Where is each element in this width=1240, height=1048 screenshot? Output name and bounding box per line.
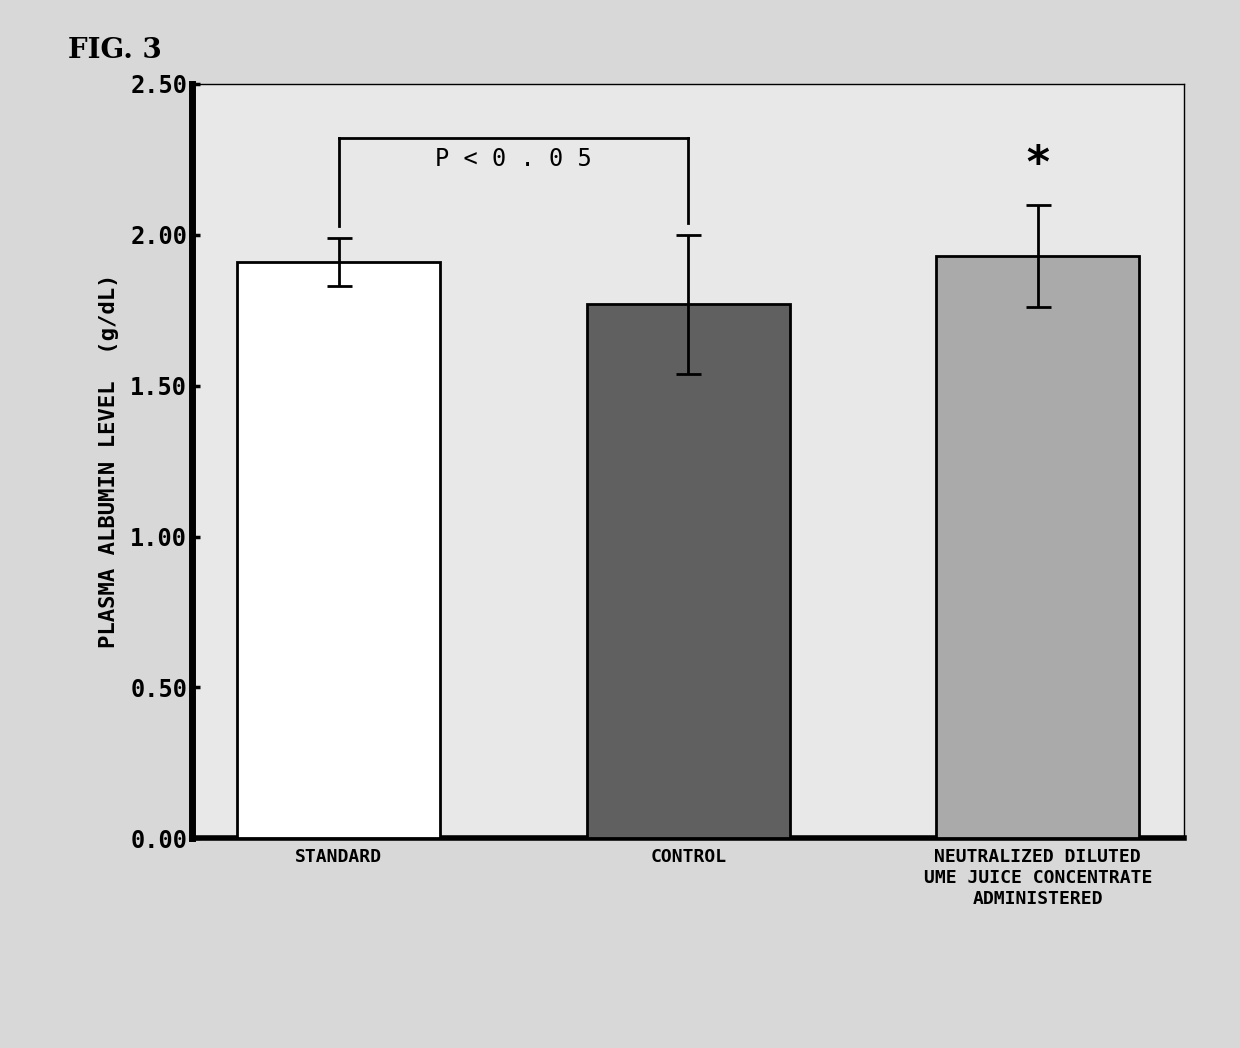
Bar xyxy=(237,262,440,838)
Bar xyxy=(587,304,790,838)
Text: P < 0 . 0 5: P < 0 . 0 5 xyxy=(435,147,591,171)
Text: FIG. 3: FIG. 3 xyxy=(68,37,162,64)
Bar xyxy=(936,256,1140,838)
Text: *: * xyxy=(1024,144,1052,187)
Y-axis label: PLASMA ALBUMIN LEVEL  (g/dL): PLASMA ALBUMIN LEVEL (g/dL) xyxy=(99,274,119,649)
